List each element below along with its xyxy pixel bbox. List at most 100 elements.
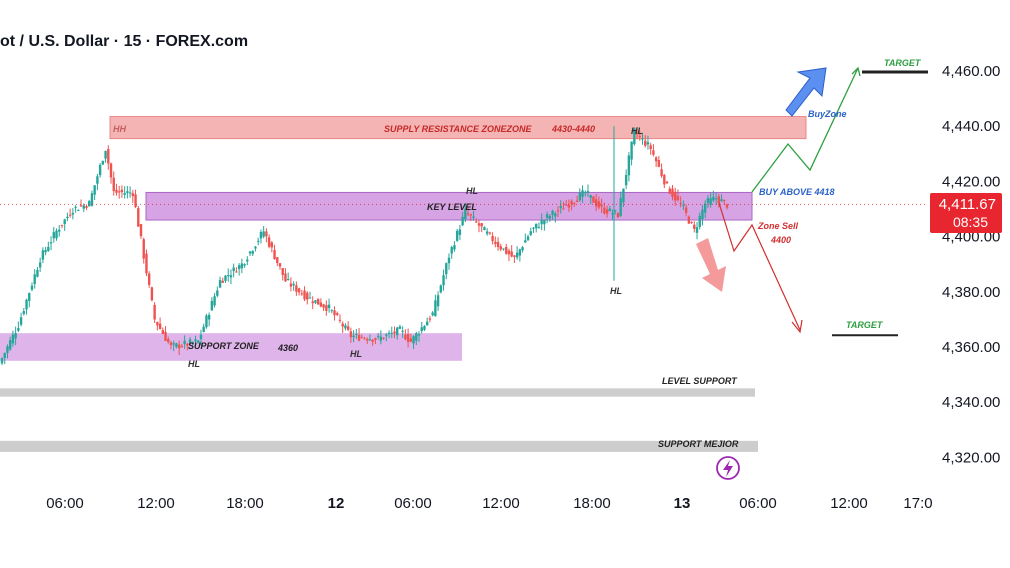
hl-label: HL [188,359,200,369]
candle-body [93,185,96,195]
candle-body [311,301,314,304]
hl-label: HL [466,186,478,196]
candle-body [663,174,666,185]
candle-body [82,205,85,209]
candle-body [649,145,652,150]
candle-body [526,236,530,241]
candle-body [415,333,418,341]
candle-body [295,285,298,292]
candle-body [668,188,671,194]
candle-body [581,190,584,197]
candle-body [210,300,214,311]
candle-body [180,346,184,348]
candle-body [654,157,658,162]
candle-body [232,267,235,272]
supply-zone-label: SUPPLY RESISTANCE ZONEZONE [384,124,533,134]
candle-body [445,263,448,275]
candle-body [341,323,344,327]
candle-body [109,163,113,178]
candle-body [191,342,194,344]
candle-body [594,199,598,207]
zone-sell-label: Zone Sell [757,221,799,231]
candle-body [706,198,710,203]
candle-body [128,192,132,194]
candle-body [142,239,145,259]
candle-body [374,338,377,340]
candle-body [723,199,726,201]
candle-body [60,224,64,226]
candle-body [505,246,508,254]
candle-body [98,164,102,176]
candle-body [257,240,260,242]
candle-body [578,192,582,201]
candle-body [674,191,677,201]
candle-body [112,177,115,192]
candle-body [466,213,470,215]
candle-body [246,259,249,262]
candle-body [521,247,524,251]
candle-body [68,214,72,216]
candle-body [147,273,151,285]
chart-title: ot / U.S. Dollar · 15 · FOREX.com [0,33,249,50]
candle-body [349,331,353,338]
candle-body [33,274,36,285]
candle-body [543,220,546,225]
buyzone-label: BuyZone [808,109,847,119]
candle-body [622,188,625,203]
candle-body [107,148,110,164]
target-up-label: TARGET [884,58,922,68]
candle-body [725,204,729,208]
candle-body [611,213,614,215]
candle-body [665,181,669,184]
candle-body [679,203,682,205]
candle-body [197,340,200,343]
candle-body [513,255,516,257]
candle-body [28,293,31,301]
candle-body [303,290,306,300]
x-tick-label: 12:00 [830,495,868,512]
candle-body [156,322,159,326]
candle-body [559,205,562,209]
candle-body [8,340,12,350]
x-tick-label: 18:00 [573,495,611,512]
x-tick-label: 17:0 [903,495,932,512]
candle-body [562,208,565,210]
candle-body [90,193,94,206]
candle-body [235,271,238,273]
candle-body [58,229,61,232]
candle-body [439,285,443,293]
candle-body [472,216,475,218]
candle-body [240,263,244,269]
candle-body [66,216,69,218]
candle-body [85,206,88,209]
candle-body [676,196,680,200]
y-tick-label: 4,380.00 [942,284,1000,301]
candle-body [88,201,91,207]
candle-body [177,344,181,349]
candle-body [406,334,410,342]
candle-body [55,230,58,239]
candle-body [169,342,173,346]
candle-body [434,300,437,317]
candle-body [556,210,560,212]
candle-body [286,278,290,280]
candle-body [216,290,219,296]
candle-body [693,224,696,229]
candle-body [205,315,208,328]
candle-body [584,192,587,194]
supply-zone-range: 4430-4440 [551,124,595,134]
support-major-label: SUPPORT MEJIOR [658,439,739,449]
candle-body [363,338,366,340]
target-down-label: TARGET [846,320,884,330]
candle-body [117,191,121,193]
candle-body [123,192,126,195]
candle-body [475,221,478,223]
candle-body [126,191,129,194]
candle-body [199,334,203,340]
candle-body [19,317,23,325]
hl-label: HL [631,126,643,136]
candle-body [202,326,205,332]
buyzone-arrow [785,67,827,117]
